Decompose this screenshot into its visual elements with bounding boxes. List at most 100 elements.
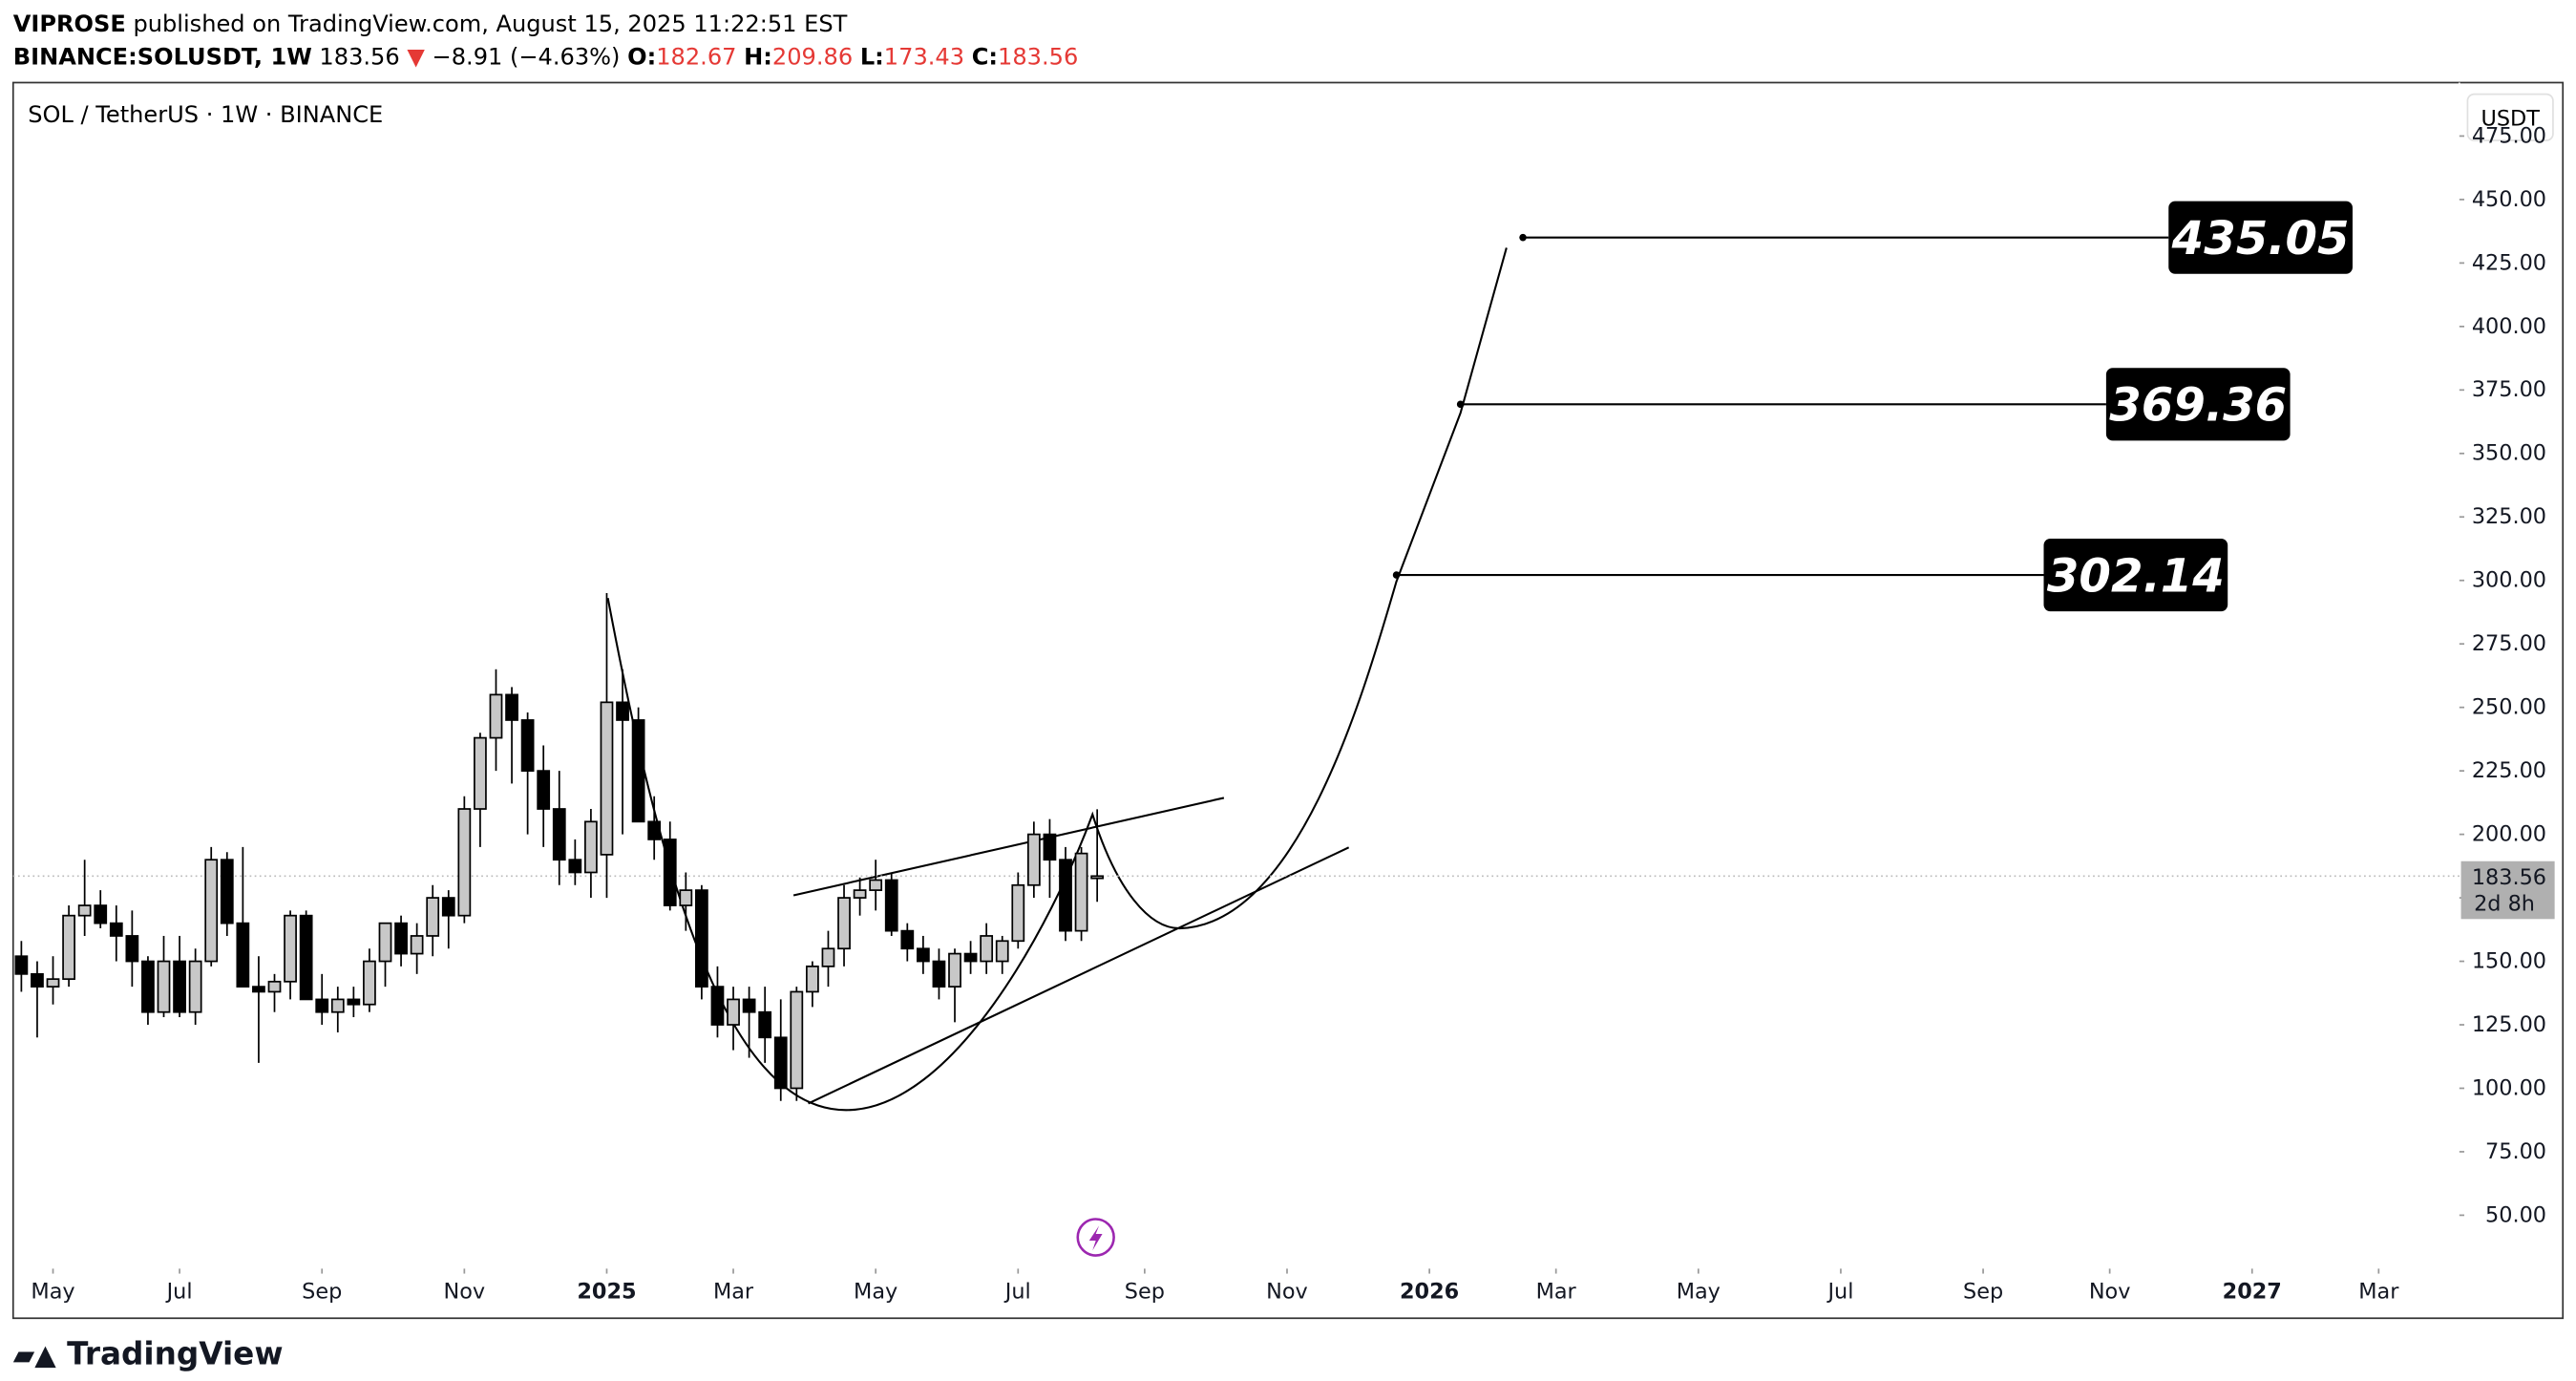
candle-body: [236, 922, 250, 988]
o: 182.67: [656, 43, 736, 70]
candle-body: [173, 960, 186, 1013]
candle-body: [679, 889, 693, 906]
last-price-label: 183.56: [2472, 865, 2546, 890]
candle-body: [837, 897, 851, 950]
target-box: [2168, 201, 2353, 274]
x-tick-label: May: [854, 1279, 897, 1304]
candle-body: [647, 820, 662, 840]
y-tick-label: 50.00: [2485, 1202, 2546, 1227]
author: VIPROSE: [13, 11, 126, 37]
y-tick-label: 125.00: [2472, 1012, 2546, 1037]
last: 183.56: [319, 43, 399, 70]
target-dot: [1519, 233, 1527, 242]
candle-body: [773, 1036, 788, 1090]
header-line-1: VIPROSE published on TradingView.com, Au…: [13, 11, 848, 37]
target-box: [2105, 368, 2291, 441]
candle-body: [568, 859, 582, 874]
x-tick-label: Jul: [1003, 1279, 1031, 1304]
candle-body: [790, 990, 804, 1090]
candle-body: [77, 904, 92, 917]
candle-body: [315, 998, 329, 1013]
chart-frame: [11, 81, 2565, 1320]
candle-body: [14, 955, 29, 975]
candle-body: [62, 914, 75, 981]
candle-body: [1011, 883, 1025, 943]
candle-body: [505, 693, 518, 721]
x-tick-label: Jul: [165, 1279, 193, 1304]
candle-body: [552, 808, 566, 861]
brand-text: TradingView: [67, 1336, 283, 1372]
l: 173.43: [884, 43, 964, 70]
candle-body: [220, 859, 234, 924]
x-tick-label: Mar: [1536, 1279, 1577, 1304]
y-tick-label: 350.00: [2472, 441, 2546, 466]
published: published on TradingView.com, August 15,…: [133, 11, 847, 37]
h-label: H:: [744, 43, 772, 70]
x-tick-label: Nov: [2089, 1279, 2131, 1304]
candle-body: [884, 879, 898, 932]
candle-body: [520, 719, 535, 773]
candle-body: [1026, 833, 1041, 886]
candle-body: [1090, 875, 1105, 880]
last-price-box: [2460, 860, 2555, 920]
c-label: C:: [972, 43, 998, 70]
candle-body: [821, 947, 835, 967]
upper-trendline: [792, 797, 1225, 897]
y-tick-label: 250.00: [2472, 695, 2546, 720]
candle-body: [1074, 852, 1088, 932]
y-tick-label: 75.00: [2485, 1139, 2546, 1164]
x-tick-label: Nov: [444, 1279, 486, 1304]
symbol: BINANCE:SOLUSDT, 1W: [13, 43, 312, 70]
candle-body: [94, 904, 108, 924]
l-label: L:: [860, 43, 884, 70]
candle-body: [1043, 833, 1057, 861]
target-label: 435.05: [2171, 212, 2350, 266]
o-label: O:: [627, 43, 656, 70]
chart-title: SOL / TetherUS · 1W · BINANCE: [28, 101, 383, 128]
target-dot: [1456, 400, 1465, 409]
candle-body: [710, 986, 725, 1026]
target-dot: [1392, 571, 1401, 579]
arrow: ▼: [407, 43, 425, 70]
candle-body: [806, 965, 819, 993]
candle-body: [284, 914, 297, 983]
candle-body: [474, 736, 487, 810]
candle-body: [188, 960, 202, 1013]
x-tick-label: May: [1677, 1279, 1721, 1304]
candle-body: [742, 998, 756, 1013]
candle-body: [900, 929, 915, 950]
candle-body: [157, 960, 171, 1013]
candle-body: [584, 820, 598, 874]
event-icon[interactable]: [1076, 1218, 1115, 1257]
candle-body: [378, 922, 392, 963]
candle-body: [267, 980, 282, 993]
y-tick-label: 325.00: [2472, 504, 2546, 529]
target-box: [2043, 538, 2228, 612]
candle-body: [995, 940, 1009, 963]
candle-body: [204, 859, 219, 963]
y-tick-label: 400.00: [2472, 314, 2546, 339]
brand: ▰▲ TradingView: [13, 1336, 284, 1372]
x-tick-label: 2025: [577, 1279, 636, 1304]
currency-box[interactable]: [2466, 93, 2554, 141]
candle-body: [347, 998, 361, 1006]
candle-body: [600, 701, 614, 856]
y-tick-label: 100.00: [2472, 1075, 2546, 1100]
candle-body: [109, 922, 123, 937]
c: 183.56: [998, 43, 1078, 70]
change: −8.91 (−4.63%): [433, 43, 621, 70]
candle-body: [46, 978, 60, 988]
candle-body: [932, 960, 946, 988]
candle-body: [252, 986, 265, 993]
candle-body: [141, 960, 155, 1013]
y-tick-label: 450.00: [2472, 187, 2546, 212]
candle-body: [631, 719, 645, 823]
target-label: 302.14: [2047, 549, 2225, 603]
y-tick-label: 375.00: [2472, 377, 2546, 402]
candle-body: [441, 897, 455, 917]
y-tick-label: 200.00: [2472, 821, 2546, 846]
x-tick-label: Sep: [1125, 1279, 1165, 1304]
candle-body: [695, 889, 708, 988]
